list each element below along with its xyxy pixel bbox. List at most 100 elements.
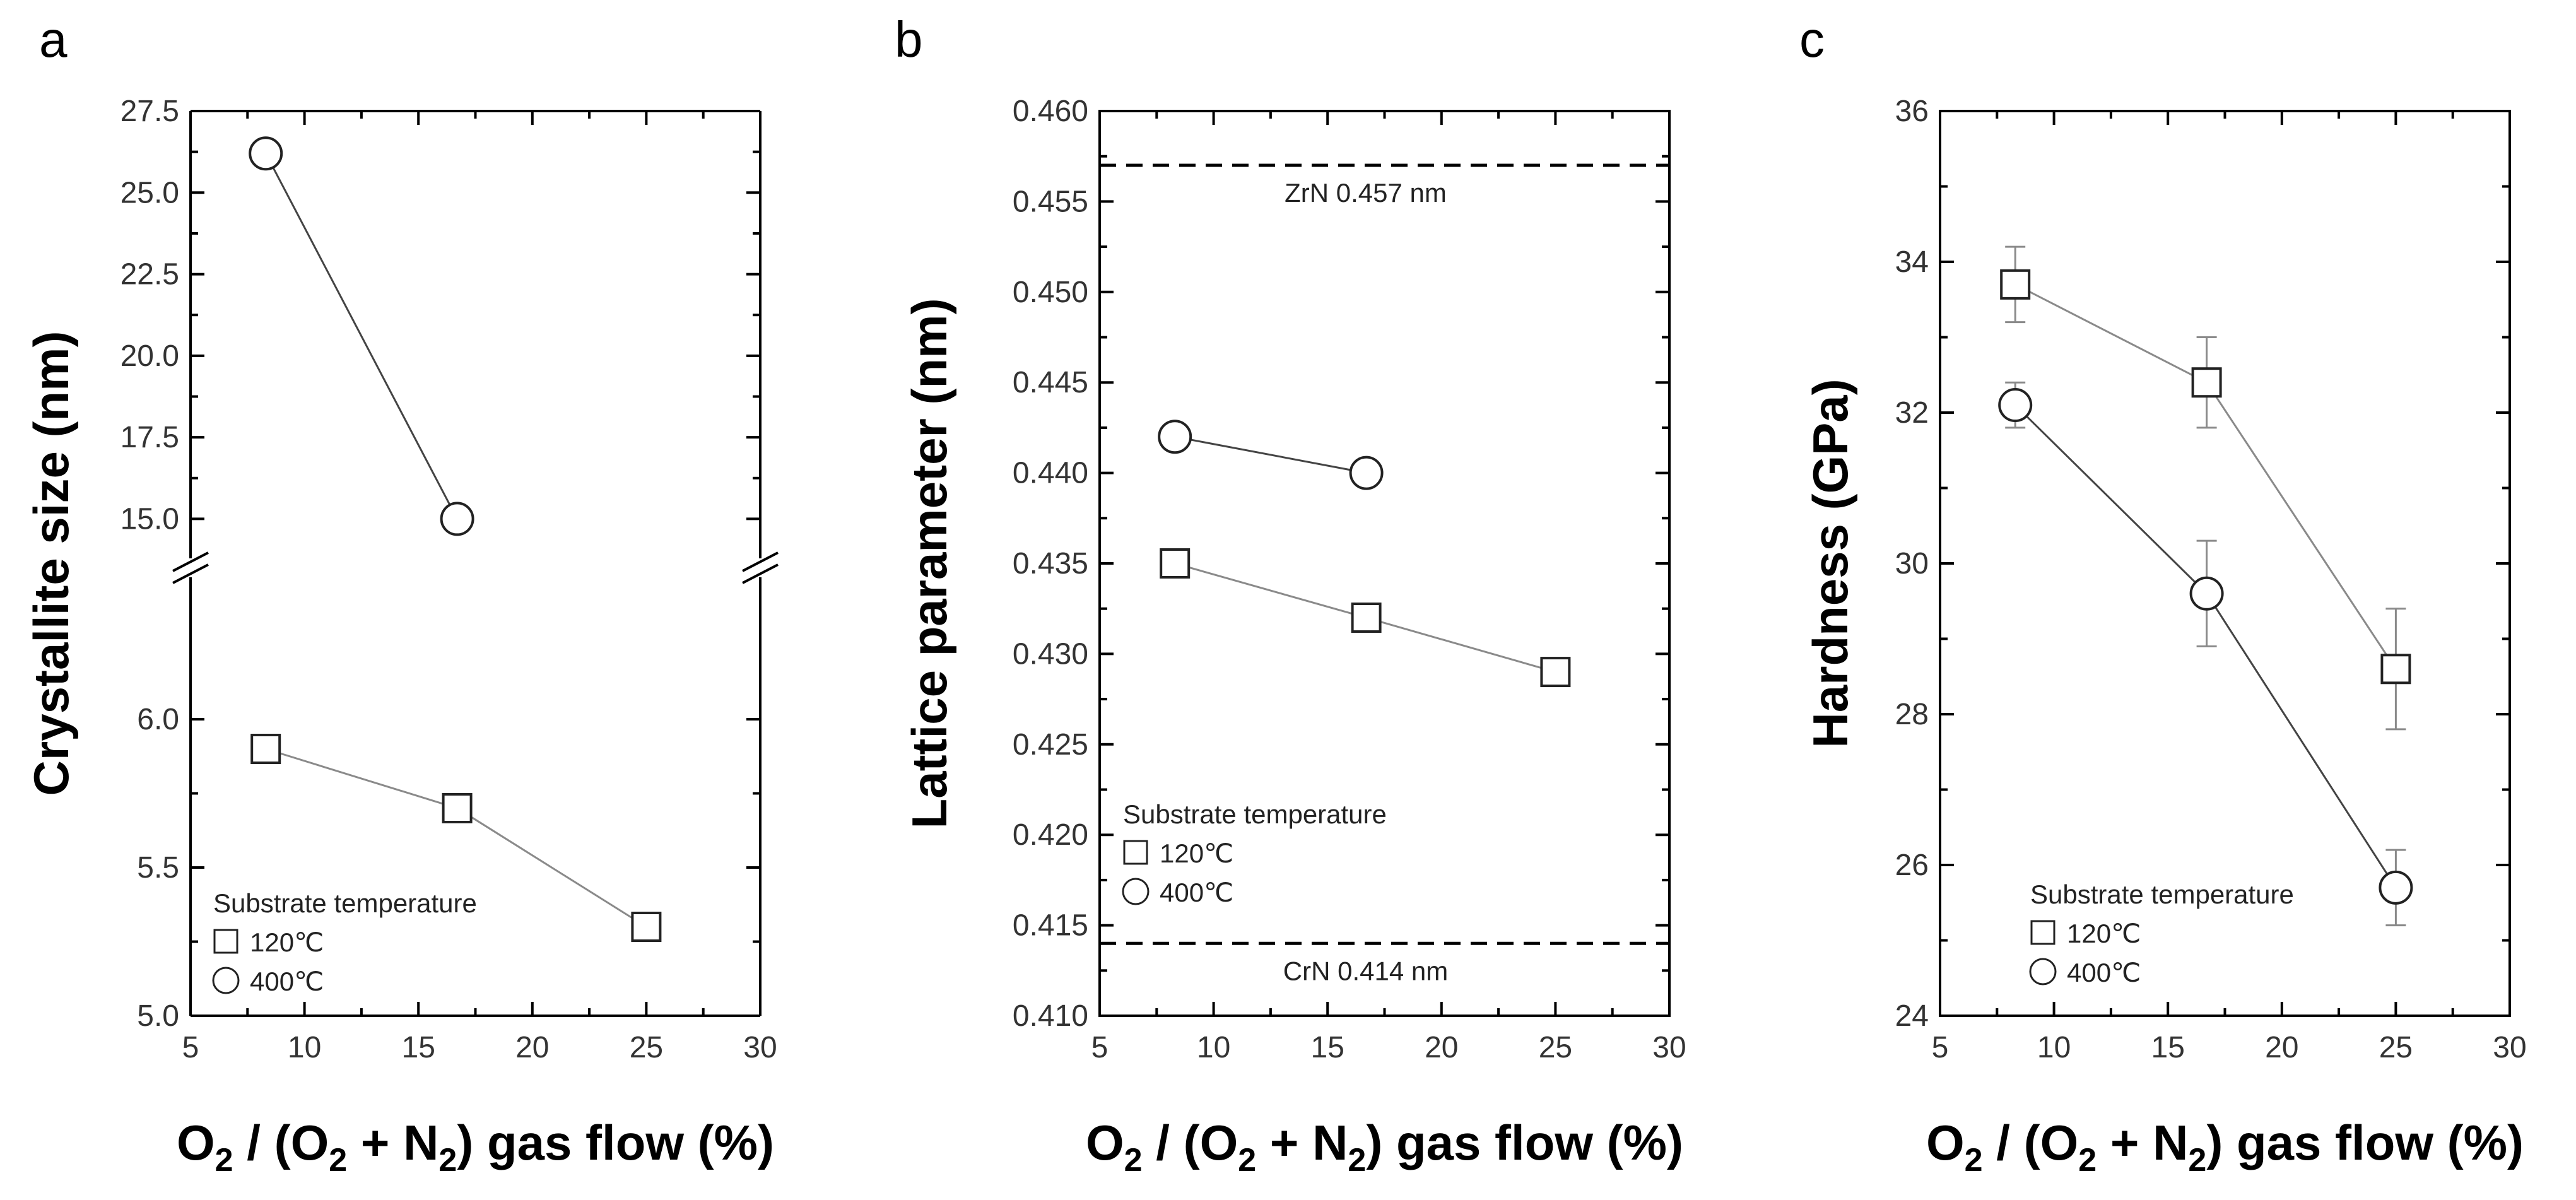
x-tick-label: 20 (2265, 1031, 2298, 1064)
data-point-square (1160, 548, 1191, 579)
x-tick-label: 10 (1197, 1031, 1230, 1064)
y-axis-title: Hardness (GPa) (1803, 379, 1858, 748)
x-axis-title-subscript: 2 (1124, 1142, 1143, 1179)
x-tick-label: 10 (2037, 1031, 2071, 1064)
x-axis-title-subscript: 2 (2188, 1142, 2206, 1179)
data-point-circle (1349, 456, 1384, 490)
x-tick-label: 20 (515, 1031, 549, 1064)
legend: Substrate temperature 120℃ 400℃ (1122, 799, 1387, 907)
panel-c: c 5 10 15 20 25 30 24 26 28 30 32 34 36 Substrate temp… (1799, 11, 2527, 1179)
data-point-square (442, 793, 473, 823)
y-axis: 15.0 17.5 20.0 22.5 25.0 27.5 5.0 5.5 6.0 (121, 95, 760, 1033)
series-line-segment (264, 153, 458, 520)
legend-circle-icon (212, 967, 240, 994)
panel-b: b5 10 15 20 25 300.4100.4150.4200.4250.4300.4… (895, 11, 1686, 1179)
legend-label: 120℃ (250, 927, 324, 957)
x-axis-title-part: / (O (1143, 1115, 1238, 1170)
reference-line-label: ZrN 0.457 nm (1285, 178, 1447, 208)
y-tick-label: 22.5 (121, 258, 179, 291)
legend: Substrate temperature 120℃ 400℃ (212, 888, 477, 996)
y-tick-label: 26 (1895, 849, 1929, 882)
data-point-circle (249, 136, 283, 171)
x-axis-title-subscript: 2 (215, 1142, 233, 1179)
x-axis: 5 10 15 20 25 30 (182, 111, 777, 1064)
x-tick-label: 5 (182, 1031, 199, 1064)
y-tick-label: 0.425 (1013, 728, 1088, 762)
x-axis-title-part: + N (1256, 1115, 1348, 1170)
x-axis-title-subscript: 2 (1965, 1142, 1983, 1179)
axis-break-mark (742, 563, 779, 584)
data-point-square (2191, 367, 2222, 398)
y-tick-label: 0.450 (1013, 276, 1088, 309)
x-axis-title-subscript: 2 (438, 1142, 457, 1179)
x-axis-title-subscript: 2 (329, 1142, 347, 1179)
y-tick-label: 0.410 (1013, 999, 1088, 1033)
x-axis-title-subscript: 2 (1238, 1142, 1256, 1179)
x-tick-label: 20 (1425, 1031, 1458, 1064)
legend-title: Substrate temperature (1123, 799, 1387, 829)
y-tick-label: 0.440 (1013, 457, 1088, 490)
x-tick-label: 25 (2379, 1031, 2413, 1064)
panel-letter: c (1799, 11, 1825, 68)
x-tick-label: 30 (1652, 1031, 1686, 1064)
x-tick-label: 5 (1932, 1031, 1949, 1064)
x-axis-title-part: + N (347, 1115, 438, 1170)
axes-frame (172, 110, 779, 1017)
series-line-segment (2206, 382, 2397, 670)
x-axis-title-subscript: 2 (1348, 1142, 1366, 1179)
x-axis-title-part: ) gas flow (%) (1366, 1115, 1683, 1170)
series-line-segment (456, 807, 647, 928)
x-axis-title: O2 / (O2 + N2) gas flow (%) (177, 1115, 774, 1179)
series-120 (1160, 548, 1571, 688)
legend-label: 120℃ (1160, 838, 1233, 868)
x-tick-label: 15 (402, 1031, 435, 1064)
x-tick-label: 15 (2151, 1031, 2185, 1064)
y-tick-label: 25.0 (121, 176, 179, 209)
x-tick-label: 30 (743, 1031, 777, 1064)
series-line-segment (2014, 283, 2208, 384)
y-tick-label: 32 (1895, 396, 1929, 430)
legend-label: 400℃ (2067, 958, 2141, 987)
legend-label: 400℃ (250, 967, 324, 996)
legend-title: Substrate temperature (2030, 879, 2294, 909)
y-tick-label: 0.435 (1013, 547, 1088, 580)
y-tick-label: 30 (1895, 547, 1929, 580)
series-line-segment (1174, 435, 1367, 474)
x-axis-title: O2 / (O2 + N2) gas flow (%) (1086, 1115, 1683, 1179)
data-point-square (2000, 269, 2031, 300)
y-tick-label: 0.455 (1013, 185, 1088, 218)
data-point-circle (2379, 870, 2413, 905)
y-tick-label: 0.460 (1013, 95, 1088, 128)
x-axis: 5 10 15 20 25 30 (1091, 111, 1686, 1064)
x-tick-label: 10 (288, 1031, 321, 1064)
legend-label: 120℃ (2067, 919, 2141, 948)
legend-title: Substrate temperature (213, 888, 477, 918)
legend-circle-icon (1122, 878, 1150, 905)
y-tick-label: 5.0 (137, 999, 179, 1033)
legend: Substrate temperature 120℃ 400℃ (2029, 879, 2294, 987)
data-point-square (250, 734, 281, 764)
series-line-segment (2014, 404, 2208, 594)
data-point-square (2380, 654, 2411, 685)
legend-square-icon (213, 929, 238, 954)
x-tick-label: 30 (2493, 1031, 2526, 1064)
panel-letter: a (39, 11, 68, 68)
x-axis-title-part: ) gas flow (%) (2206, 1115, 2524, 1170)
x-axis-title: O2 / (O2 + N2) gas flow (%) (1926, 1115, 2524, 1179)
series-line-segment (265, 748, 458, 809)
y-axis: 24 26 28 30 32 34 36 (1895, 95, 2510, 1033)
panel-a: a5 10 15 20 25 3015.017.520.022.525.027.55.05… (23, 11, 779, 1179)
x-tick-label: 25 (630, 1031, 663, 1064)
data-point-circle (1158, 420, 1192, 454)
y-tick-label: 34 (1895, 245, 1929, 279)
series-line-segment (2206, 592, 2397, 888)
data-point-circle (440, 502, 474, 536)
axis-break-mark (742, 551, 779, 572)
series-400 (1998, 381, 2413, 927)
y-tick-label: 0.430 (1013, 637, 1088, 671)
data-point-square (631, 912, 662, 942)
x-axis-title-part: / (O (1983, 1115, 2079, 1170)
series-120 (250, 734, 662, 942)
y-tick-label: 36 (1895, 95, 1929, 128)
